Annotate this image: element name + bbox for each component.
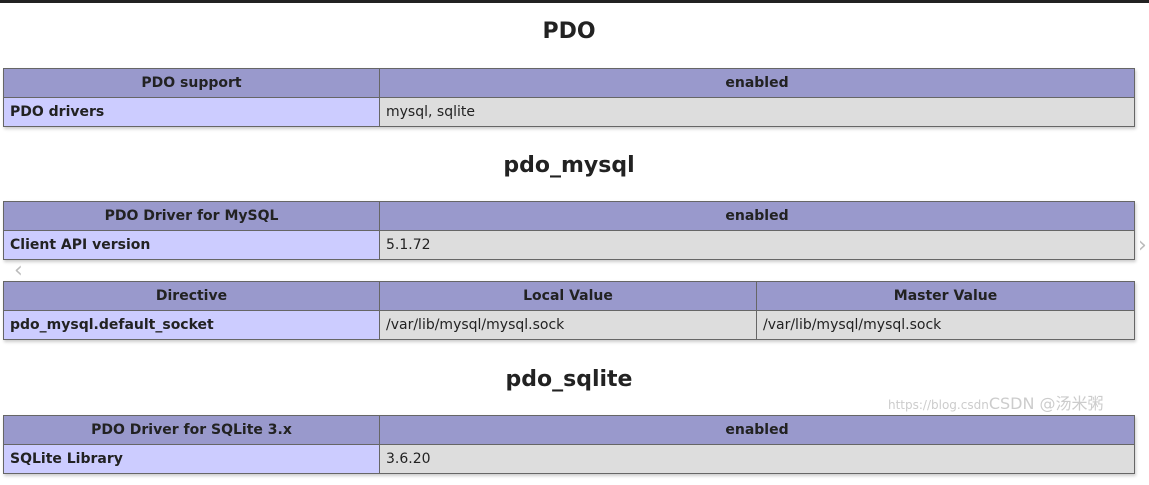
header-cell: PDO Driver for MySQL — [3, 201, 380, 231]
header-cell: PDO Driver for SQLite 3.x — [3, 415, 380, 445]
table-row: PDO drivers mysql, sqlite — [3, 97, 1135, 127]
value-cell: mysql, sqlite — [379, 97, 1135, 127]
pdo-mysql-table: PDO Driver for MySQL enabled Client API v… — [3, 201, 1135, 260]
header-cell: enabled — [379, 201, 1135, 231]
section-title-pdo-mysql: pdo_mysql — [503, 153, 635, 178]
value-cell: 3.6.20 — [379, 444, 1135, 474]
watermark: https://blog.csdnCSDN @汤米粥 — [888, 394, 1104, 413]
value-cell: /var/lib/mysql/mysql.sock — [756, 310, 1135, 340]
table-row: pdo_mysql.default_socket/var/lib/mysql/m… — [3, 310, 1135, 340]
pdo-mysql-directive-table: Directive Local Value Master Value pdo_mys… — [3, 281, 1135, 340]
key-cell: SQLite Library — [3, 444, 380, 474]
key-cell: PDO drivers — [3, 97, 380, 127]
header-cell: enabled — [379, 68, 1135, 98]
header-cell: Master Value — [756, 281, 1135, 311]
header-cell: enabled — [379, 415, 1135, 445]
chevron-left-icon[interactable]: ‹ — [14, 258, 23, 283]
pdo-sqlite-table: PDO Driver for SQLite 3.x enabled SQLite … — [3, 415, 1135, 474]
top-bar — [0, 0, 1149, 3]
table-row: SQLite Library 3.6.20 — [3, 444, 1135, 474]
key-cell: Client API version — [3, 230, 380, 260]
section-title-pdo-sqlite: pdo_sqlite — [505, 367, 633, 392]
value-cell: /var/lib/mysql/mysql.sock — [379, 310, 757, 340]
table-row: Client API version 5.1.72 — [3, 230, 1135, 260]
pdo-table: PDO support enabled PDO drivers mysql, sql… — [3, 68, 1135, 127]
header-cell: Local Value — [379, 281, 757, 311]
header-cell: Directive — [3, 281, 380, 311]
key-cell: pdo_mysql.default_socket — [3, 310, 380, 340]
value-cell: 5.1.72 — [379, 230, 1135, 260]
section-title-pdo: PDO — [542, 19, 596, 44]
header-cell: PDO support — [3, 68, 380, 98]
chevron-right-icon[interactable]: › — [1138, 233, 1147, 258]
